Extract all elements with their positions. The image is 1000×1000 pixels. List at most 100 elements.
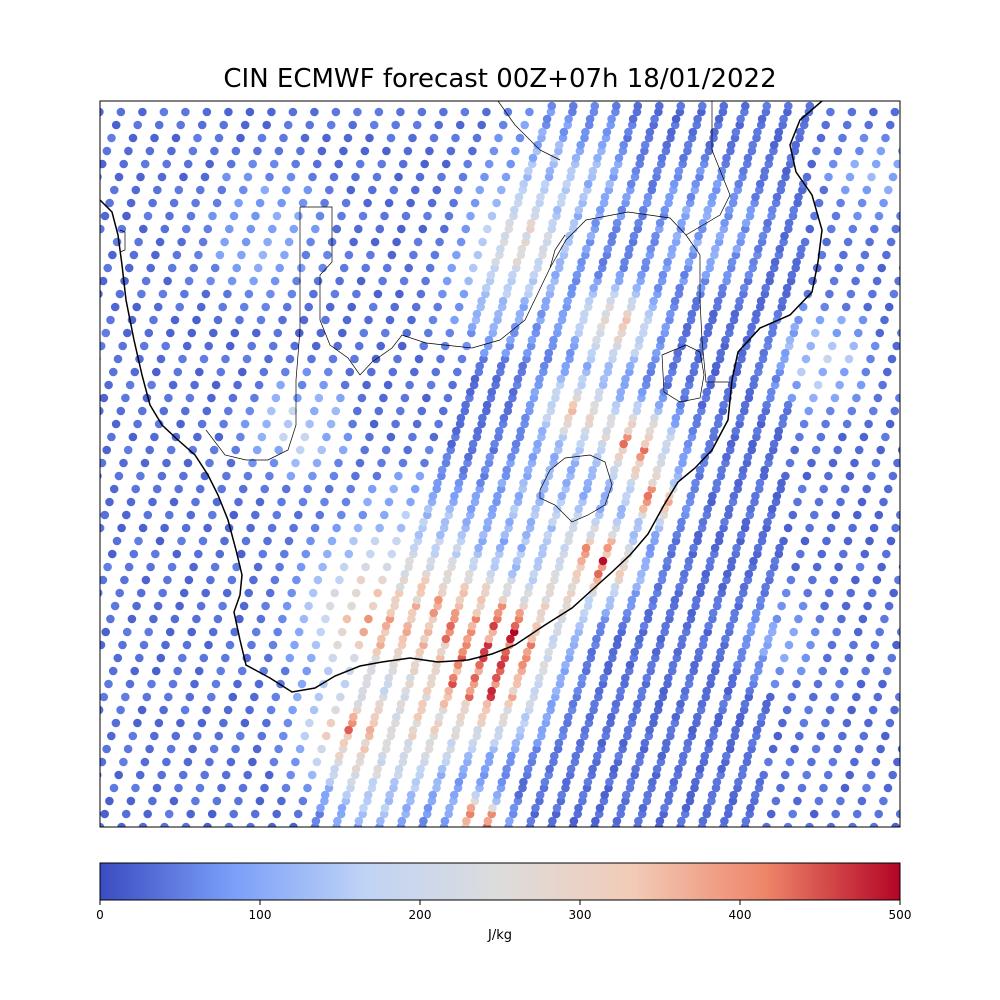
cin-point [705,738,714,748]
cin-point [524,283,534,293]
cin-point [484,634,494,644]
cin-point [611,400,621,410]
cin-point [811,445,821,455]
cin-point [773,731,783,741]
cin-point [751,192,760,202]
cin-point [695,764,705,774]
cin-point [571,153,581,163]
cin-point [518,660,527,670]
cin-point [875,627,884,637]
cin-point [183,458,193,468]
cin-point [178,354,187,364]
cin-point [690,660,699,670]
cin-point [633,101,643,111]
cin-point [494,725,504,735]
cin-point [455,120,465,130]
cin-point [854,445,864,455]
cin-point [648,777,657,787]
cin-point [207,692,216,702]
cin-point [640,738,650,748]
cin-point [395,582,405,592]
cin-point [294,211,303,221]
cin-point [155,536,165,546]
cin-point [420,634,429,644]
cin-point [731,127,741,137]
cin-point [480,465,490,475]
cin-point [194,666,204,676]
cin-point [217,484,226,494]
cin-point [559,426,569,436]
cin-point [826,523,836,533]
cin-point [576,140,585,150]
cin-point [578,673,587,683]
cin-point [387,250,397,260]
cin-point [520,296,529,306]
cin-point [297,679,307,689]
cin-point [662,439,671,449]
cin-point [269,757,279,767]
cin-point [789,627,798,637]
cin-point [126,796,136,806]
cin-point [856,679,866,689]
cin-point [758,530,768,540]
cin-point [413,712,423,722]
cin-point [351,588,361,598]
cin-point [748,140,757,150]
cin-point [119,458,128,468]
cin-point [753,426,762,436]
cin-point [575,322,584,332]
cin-point [583,777,593,787]
cin-point [354,816,364,826]
cin-point [345,367,355,377]
cin-point [877,562,886,572]
cin-point [812,146,821,156]
cin-point [757,114,767,124]
cin-point [318,562,327,572]
cin-point [617,504,626,514]
cin-point [795,731,804,741]
cin-point [852,393,861,403]
cin-point [885,718,895,728]
cin-point [556,374,566,384]
cin-point [860,549,870,559]
cin-point [287,289,297,299]
cin-point [361,738,370,748]
cin-point [261,302,271,312]
cin-point [311,341,321,351]
cin-point [447,738,456,748]
colorbar-tick-label: 200 [409,908,432,922]
cin-point [228,393,238,403]
cin-point [197,718,207,728]
cin-point [176,718,185,728]
cin-point [428,315,438,325]
cin-point [687,608,696,618]
cin-point [796,127,805,137]
cin-point [591,517,600,527]
cin-point [548,218,557,228]
cin-point [237,250,246,260]
cin-point [594,686,604,696]
cin-point [175,302,184,312]
cin-point [199,653,209,663]
cin-point [107,432,116,442]
cin-point [493,491,502,501]
cin-point [295,445,305,455]
cin-point [768,744,778,754]
cin-point [522,231,531,241]
cin-point [267,822,277,827]
cin-point [565,530,574,540]
cin-point [182,224,191,234]
cin-point [577,556,586,566]
cin-point [742,335,752,345]
cin-point [133,120,142,130]
cin-point [782,283,792,293]
cin-point [647,660,656,670]
cin-point [138,822,148,827]
cin-point [188,445,197,455]
cin-point [866,354,875,364]
cin-point [402,803,411,813]
cin-point [123,744,133,754]
cin-point [394,172,403,182]
cin-point [231,146,241,156]
cin-point [144,627,153,637]
